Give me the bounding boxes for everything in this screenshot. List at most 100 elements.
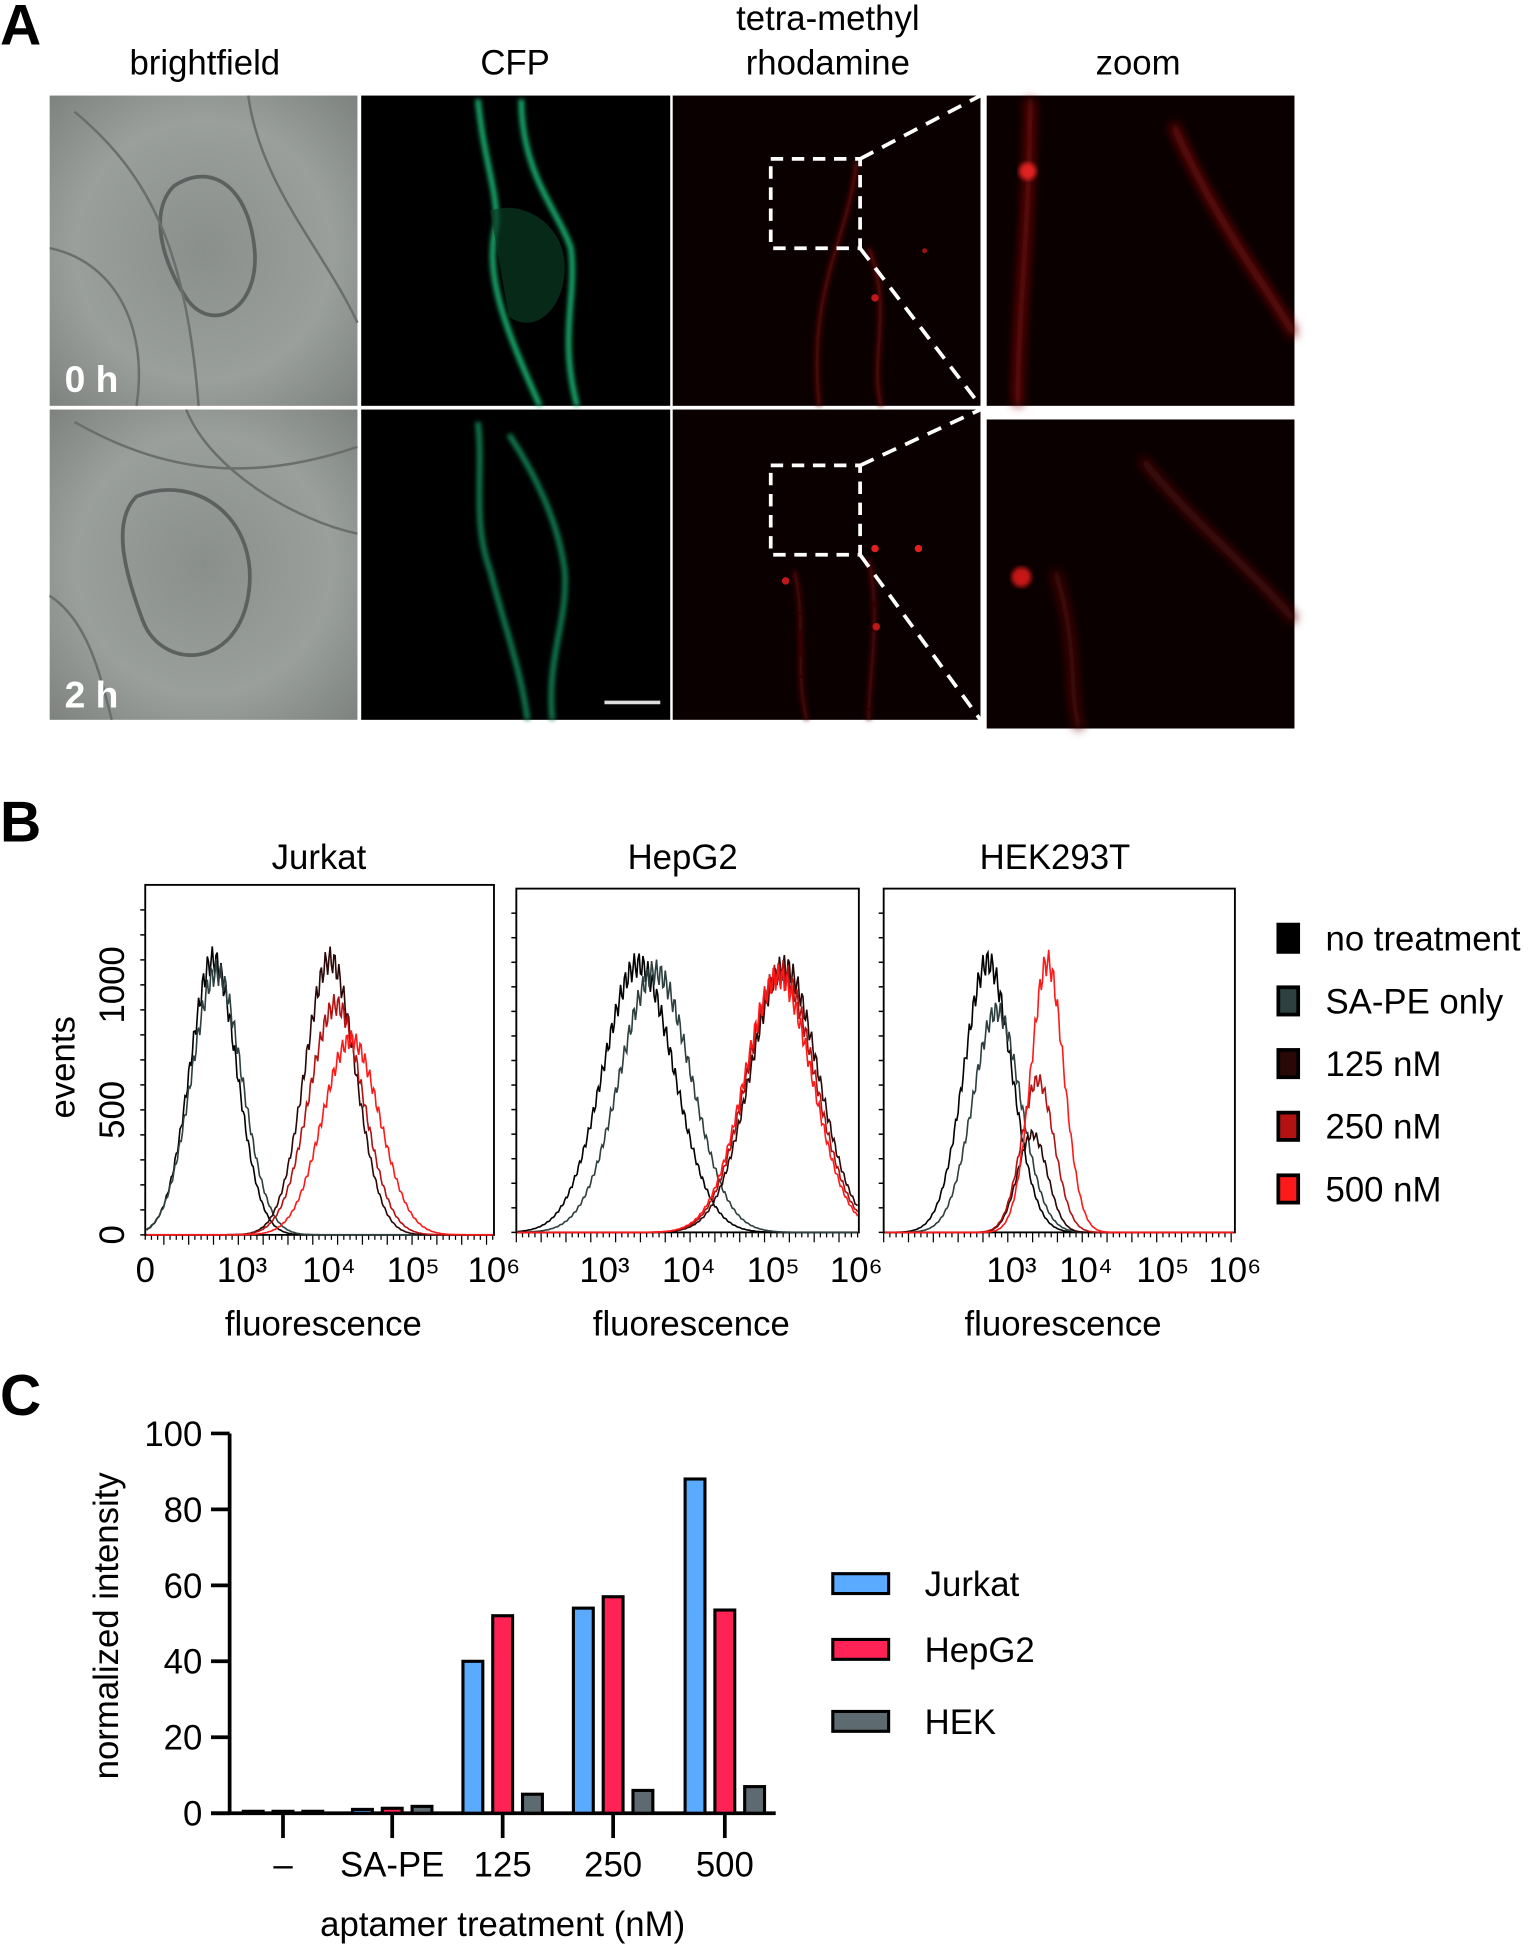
legend-label: Jurkat	[925, 1566, 1020, 1604]
x-tick-label: 10⁵	[747, 1252, 800, 1290]
cfp-2h-image	[361, 409, 671, 721]
legend-swatch	[831, 1709, 891, 1733]
x-tick-label: 250	[584, 1846, 642, 1884]
panel-b-letter: B	[0, 790, 41, 854]
panel-a: A brightfield CFP tetra-methyl rhodamine…	[0, 0, 1298, 730]
x-tick-label: 10³	[217, 1252, 267, 1290]
legend-label: 250 nM	[1326, 1109, 1442, 1147]
plot-frame	[882, 887, 1236, 1234]
brightfield-2h-image	[48, 409, 358, 721]
x-tick-label: 10⁵	[1136, 1252, 1189, 1290]
zoom-region-box	[768, 156, 862, 251]
panel-c-letter: C	[0, 1364, 41, 1428]
legend-item: HepG2	[831, 1632, 1035, 1670]
panel-a-letter: A	[0, 0, 41, 58]
legend-swatch	[831, 1637, 891, 1661]
legend-label: HepG2	[925, 1632, 1035, 1670]
panel-b: B events Jurkat 0 10³ 10⁴ 10⁵ 10⁶ fluorescence…	[0, 790, 1521, 1343]
y-tick-label: 40	[164, 1644, 203, 1682]
bar-hek-3	[631, 1788, 655, 1815]
x-tick-label: 500	[696, 1846, 754, 1884]
time-label-0h: 0 h	[65, 358, 119, 400]
legend-swatch	[1276, 922, 1301, 954]
y-tick-label: 500	[94, 1081, 132, 1139]
col-label-cfp: CFP	[480, 44, 550, 82]
bar-jurkat-4	[683, 1477, 707, 1815]
tmr-2h-image	[672, 407, 982, 721]
y-tick-label: 1000	[94, 946, 132, 1023]
bar-hek-0	[301, 1809, 325, 1815]
bar-hepg2-4	[713, 1608, 737, 1815]
col-label-tmr-line1: tetra-methyl	[736, 0, 919, 38]
histogram-line-500-nm	[517, 964, 859, 1234]
zoom-region-box	[768, 463, 862, 557]
legend-item: Jurkat	[831, 1566, 1020, 1604]
col-label-tmr-line2: rhodamine	[746, 44, 910, 82]
x-tick-label: 10⁴	[1059, 1252, 1113, 1290]
histogram-title: HEK293T	[980, 839, 1131, 877]
histogram-title: HepG2	[628, 839, 738, 877]
legend-item: 250 nM	[1276, 1109, 1442, 1147]
c-xlabel: aptamer treatment (nM)	[320, 1906, 685, 1944]
y-tick-label: 100	[144, 1416, 202, 1454]
x-tick-label: 10⁶	[830, 1252, 883, 1290]
bar-hepg2-1	[380, 1806, 404, 1815]
x-tick-label: 10⁴	[302, 1252, 356, 1290]
legend-swatch	[1276, 1173, 1301, 1205]
histogram-line-125-nm	[146, 946, 493, 1236]
x-tick-label: SA-PE	[340, 1846, 444, 1884]
x-axis-label: fluorescence	[225, 1305, 422, 1343]
bar-jurkat-1	[350, 1807, 374, 1815]
legend-item: 125 nM	[1276, 1046, 1441, 1084]
tmr-0h-image	[672, 93, 982, 407]
legend-swatch	[1276, 985, 1301, 1017]
x-axis-label: fluorescence	[964, 1305, 1161, 1343]
histogram-line-250-nm	[884, 1074, 1234, 1234]
bar-hepg2-2	[491, 1614, 515, 1815]
bar-hepg2-3	[601, 1595, 625, 1815]
y-tick-label: 0	[183, 1796, 202, 1834]
bar-jurkat-0	[241, 1809, 265, 1815]
histogram-line-no-treatment	[517, 953, 858, 1234]
zoom-0h-image	[986, 95, 1298, 406]
legend-item: SA-PE only	[1276, 983, 1504, 1021]
x-tick-label: 125	[474, 1846, 532, 1884]
legend-label: 500 nM	[1326, 1171, 1442, 1209]
histogram-line-500-nm	[146, 1030, 493, 1236]
x-axis-label: fluorescence	[593, 1305, 790, 1343]
legend-swatch	[1276, 1110, 1301, 1142]
x-tick-label: 10⁶	[467, 1252, 520, 1290]
legend-item: 500 nM	[1276, 1171, 1442, 1209]
legend-item: HEK	[831, 1704, 996, 1742]
histogram-jurkat: Jurkat 0 10³ 10⁴ 10⁵ 10⁶ fluorescence 0 500 1000	[94, 839, 520, 1344]
bar-hepg2-0	[271, 1809, 295, 1815]
time-label-2h: 2 h	[65, 673, 119, 715]
y-tick-label: 60	[164, 1568, 203, 1606]
bar-hek-2	[520, 1792, 544, 1815]
histogram-line-no-treatment	[884, 949, 1234, 1234]
bar-jurkat-2	[461, 1659, 485, 1815]
histogram-line-500-nm	[884, 949, 1234, 1234]
x-tick-label: 10³	[986, 1252, 1036, 1290]
x-tick-label: 10⁶	[1208, 1252, 1261, 1290]
bar-jurkat-3	[571, 1606, 595, 1815]
brightfield-0h-image	[49, 95, 359, 407]
cfp-0h-image	[361, 95, 671, 407]
x-tick-label: 10⁴	[662, 1252, 716, 1290]
histogram-legend: no treatment SA-PE only 125 nM 250 nM 500 nM	[1276, 921, 1521, 1209]
b-ylabel: events	[44, 1016, 82, 1118]
zoom-2h-image	[986, 419, 1298, 730]
legend-swatch	[831, 1572, 891, 1596]
legend-label: SA-PE only	[1326, 983, 1504, 1021]
bar-hek-4	[743, 1785, 767, 1815]
y-tick-label: 80	[164, 1492, 203, 1530]
x-tick-label: 0	[136, 1252, 155, 1290]
histogram-hek293t: HEK293T 10³ 10⁴ 10⁵ 10⁶ fluorescence	[878, 839, 1261, 1343]
plot-frame	[144, 883, 495, 1236]
legend-swatch	[1276, 1048, 1301, 1080]
legend-label: HEK	[925, 1704, 996, 1742]
y-tick-label: 20	[164, 1720, 203, 1758]
col-label-brightfield: brightfield	[129, 44, 280, 82]
y-tick-label: 0	[94, 1225, 132, 1244]
